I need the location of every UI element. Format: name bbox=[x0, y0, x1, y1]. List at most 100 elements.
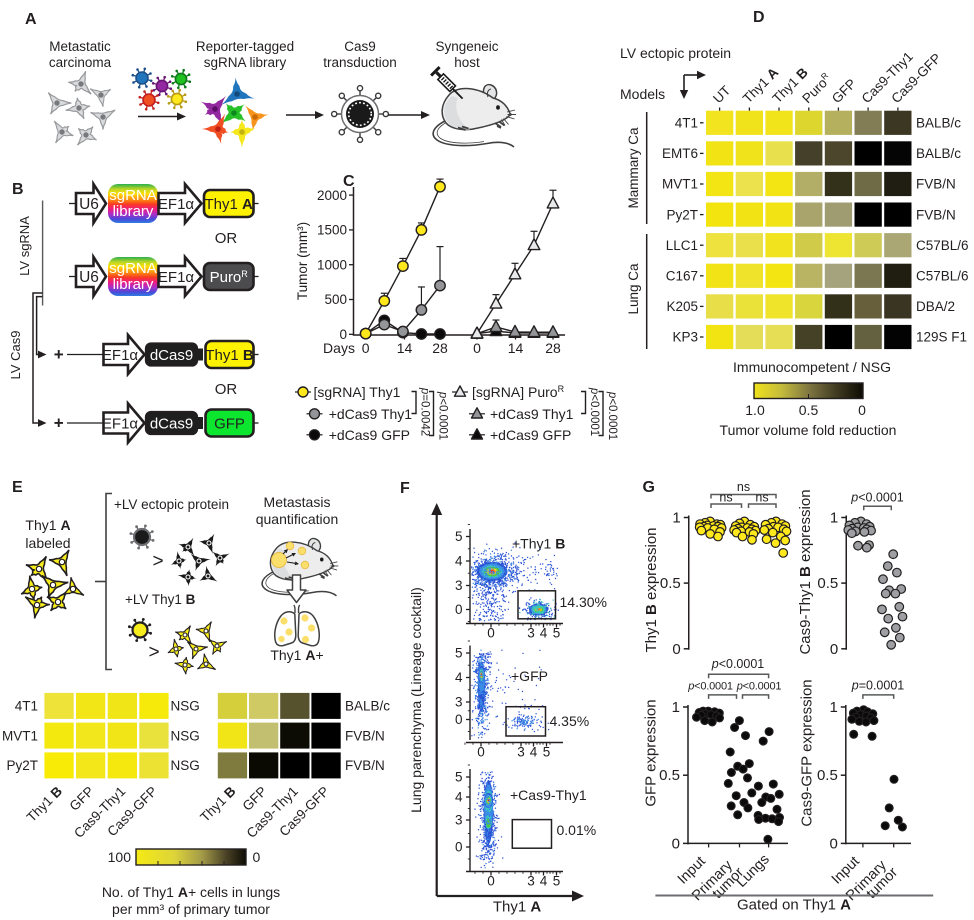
svg-text:5: 5 bbox=[553, 874, 561, 889]
svg-text:1: 1 bbox=[672, 699, 680, 716]
svg-text:NSG: NSG bbox=[171, 758, 200, 773]
svg-text:EF1α: EF1α bbox=[102, 416, 139, 433]
svg-text:5: 5 bbox=[455, 529, 463, 544]
svg-text:LV sgRNA: LV sgRNA bbox=[17, 216, 32, 276]
svg-text:4.35%: 4.35% bbox=[550, 713, 590, 729]
svg-text:MVT1: MVT1 bbox=[662, 177, 698, 192]
svg-text:14: 14 bbox=[397, 340, 413, 356]
svg-text:Reporter-tagged: Reporter-tagged bbox=[196, 39, 294, 54]
svg-text:28: 28 bbox=[545, 340, 561, 356]
svg-text:0: 0 bbox=[858, 402, 866, 418]
svg-text:[sgRNA] Thy1: [sgRNA] Thy1 bbox=[314, 384, 401, 400]
svg-text:B: B bbox=[12, 181, 24, 198]
svg-text:0: 0 bbox=[487, 626, 495, 641]
svg-text:>: > bbox=[152, 551, 163, 572]
svg-text:4: 4 bbox=[540, 874, 548, 889]
svg-text:Py2T: Py2T bbox=[6, 758, 38, 773]
svg-text:C57BL/6: C57BL/6 bbox=[916, 269, 969, 284]
svg-text:+GFP: +GFP bbox=[511, 668, 548, 684]
svg-text:+LV Thy1 B: +LV Thy1 B bbox=[125, 592, 196, 607]
svg-text:0.5: 0.5 bbox=[659, 767, 680, 784]
svg-text:BALB/c: BALB/c bbox=[345, 699, 390, 714]
svg-text:dCas9: dCas9 bbox=[150, 347, 193, 364]
svg-text:ns: ns bbox=[719, 491, 732, 505]
svg-text:+LV ectopic protein: +LV ectopic protein bbox=[114, 497, 229, 512]
svg-text:2000: 2000 bbox=[317, 188, 347, 203]
svg-text:U6: U6 bbox=[79, 269, 99, 286]
svg-text:MVT1: MVT1 bbox=[2, 728, 38, 743]
svg-text:Lung Ca: Lung Ca bbox=[626, 263, 641, 315]
svg-text:[sgRNA] PuroR: [sgRNA] PuroR bbox=[472, 384, 565, 400]
svg-text:14: 14 bbox=[508, 340, 524, 356]
svg-text:p<0.0001: p<0.0001 bbox=[850, 491, 904, 505]
svg-text:p<0.0001: p<0.0001 bbox=[687, 680, 733, 692]
svg-text:LLC1: LLC1 bbox=[666, 238, 698, 253]
svg-text:sgRNA: sgRNA bbox=[109, 187, 157, 204]
svg-text:0: 0 bbox=[455, 712, 463, 727]
svg-text:129S F1: 129S F1 bbox=[916, 330, 967, 345]
svg-text:A: A bbox=[25, 11, 37, 28]
svg-text:>: > bbox=[148, 642, 159, 663]
svg-text:1500: 1500 bbox=[317, 223, 347, 238]
svg-text:p<0.0001: p<0.0001 bbox=[736, 680, 782, 692]
svg-text:0.5: 0.5 bbox=[817, 575, 838, 592]
svg-text:0.5: 0.5 bbox=[660, 575, 681, 592]
svg-text:p<0.0001: p<0.0001 bbox=[606, 391, 618, 440]
svg-text:sgRNA library: sgRNA library bbox=[204, 55, 287, 70]
svg-text:0: 0 bbox=[477, 745, 485, 760]
svg-text:4: 4 bbox=[540, 626, 548, 641]
svg-text:1.0: 1.0 bbox=[745, 402, 765, 418]
svg-text:+: + bbox=[54, 414, 64, 433]
svg-text:K205: K205 bbox=[666, 299, 698, 314]
svg-text:Tumor volume fold reduction: Tumor volume fold reduction bbox=[720, 422, 897, 438]
svg-text:0: 0 bbox=[829, 835, 837, 852]
svg-text:1000: 1000 bbox=[317, 257, 347, 272]
svg-text:PuroR: PuroR bbox=[210, 269, 249, 286]
svg-text:0: 0 bbox=[362, 340, 370, 356]
svg-text:0: 0 bbox=[672, 835, 680, 852]
svg-text:G: G bbox=[643, 479, 655, 496]
svg-text:4T1: 4T1 bbox=[675, 116, 698, 131]
svg-text:transduction: transduction bbox=[323, 55, 397, 70]
svg-text:quantification: quantification bbox=[256, 511, 339, 527]
svg-text:D: D bbox=[753, 9, 765, 26]
svg-text:4: 4 bbox=[530, 745, 538, 760]
svg-text:Thy1 A: Thy1 A bbox=[205, 196, 254, 213]
svg-text:sgRNA: sgRNA bbox=[109, 260, 157, 277]
svg-text:Metastasis: Metastasis bbox=[264, 494, 331, 510]
svg-text:EF1α: EF1α bbox=[158, 269, 195, 286]
svg-text:+dCas9 GFP: +dCas9 GFP bbox=[490, 427, 571, 443]
svg-text:p=0.0001: p=0.0001 bbox=[851, 678, 905, 692]
svg-text:FVB/N: FVB/N bbox=[345, 728, 385, 743]
svg-text:0.5: 0.5 bbox=[799, 402, 819, 418]
svg-text:C: C bbox=[343, 173, 355, 190]
svg-text:0: 0 bbox=[455, 840, 463, 855]
svg-text:+dCas9 GFP: +dCas9 GFP bbox=[329, 427, 410, 443]
svg-text:p<0.0001: p<0.0001 bbox=[588, 387, 600, 436]
svg-text:EF1α: EF1α bbox=[158, 196, 195, 213]
svg-text:4T1: 4T1 bbox=[15, 699, 38, 714]
svg-text:C167: C167 bbox=[666, 269, 698, 284]
svg-text:28: 28 bbox=[432, 340, 448, 356]
svg-text:0: 0 bbox=[487, 874, 495, 889]
svg-text:EMT6: EMT6 bbox=[662, 146, 698, 161]
svg-text:1: 1 bbox=[672, 510, 680, 527]
svg-text:GFP expression: GFP expression bbox=[642, 699, 659, 806]
svg-text:per mm³ of primary tumor: per mm³ of primary tumor bbox=[112, 901, 270, 917]
svg-text:BALB/c: BALB/c bbox=[916, 116, 961, 131]
svg-text:0.01%: 0.01% bbox=[557, 822, 597, 838]
svg-text:1: 1 bbox=[830, 510, 838, 527]
svg-text:Models: Models bbox=[620, 86, 665, 102]
svg-text:OR: OR bbox=[215, 381, 238, 398]
svg-text:Gated on Thy1 A: Gated on Thy1 A bbox=[737, 897, 851, 914]
svg-text:E: E bbox=[12, 479, 23, 496]
svg-text:3: 3 bbox=[517, 745, 525, 760]
svg-text:FVB/N: FVB/N bbox=[916, 177, 956, 192]
svg-text:Immunocompetent / NSG: Immunocompetent / NSG bbox=[733, 359, 891, 375]
svg-text:EF1α: EF1α bbox=[102, 347, 139, 364]
svg-text:BALB/c: BALB/c bbox=[916, 146, 961, 161]
svg-text:NSG: NSG bbox=[171, 728, 200, 743]
svg-text:4: 4 bbox=[455, 790, 463, 805]
svg-text:Thy1 B expression: Thy1 B expression bbox=[643, 527, 660, 652]
svg-text:GFP: GFP bbox=[214, 416, 245, 433]
